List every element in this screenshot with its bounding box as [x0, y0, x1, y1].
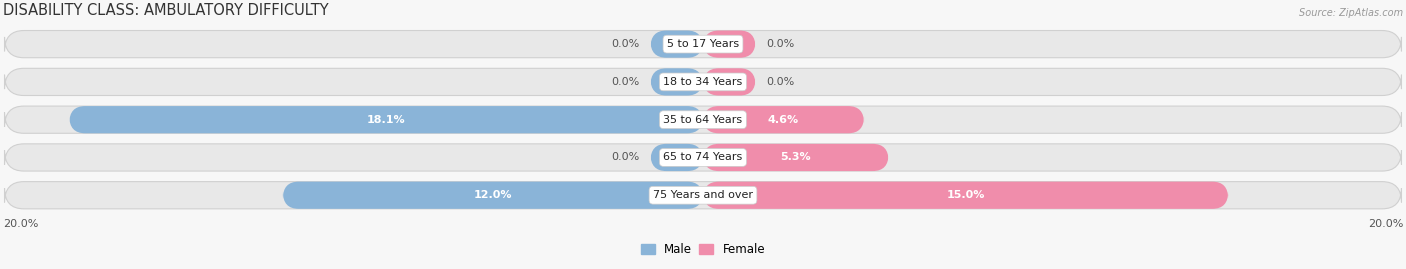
Text: Source: ZipAtlas.com: Source: ZipAtlas.com — [1299, 8, 1403, 19]
Text: 35 to 64 Years: 35 to 64 Years — [664, 115, 742, 125]
Legend: Male, Female: Male, Female — [636, 239, 770, 261]
FancyBboxPatch shape — [651, 68, 703, 95]
FancyBboxPatch shape — [651, 144, 703, 171]
Text: 75 Years and over: 75 Years and over — [652, 190, 754, 200]
FancyBboxPatch shape — [69, 106, 703, 133]
FancyBboxPatch shape — [4, 68, 1402, 95]
Text: 5.3%: 5.3% — [780, 153, 811, 162]
FancyBboxPatch shape — [703, 144, 889, 171]
Text: 0.0%: 0.0% — [612, 153, 640, 162]
Text: 0.0%: 0.0% — [612, 39, 640, 49]
FancyBboxPatch shape — [4, 106, 1402, 133]
FancyBboxPatch shape — [283, 182, 703, 209]
FancyBboxPatch shape — [703, 30, 755, 58]
FancyBboxPatch shape — [4, 182, 1402, 209]
FancyBboxPatch shape — [703, 68, 755, 95]
FancyBboxPatch shape — [651, 30, 703, 58]
Text: 0.0%: 0.0% — [766, 39, 794, 49]
Text: 0.0%: 0.0% — [612, 77, 640, 87]
Text: 12.0%: 12.0% — [474, 190, 512, 200]
Text: DISABILITY CLASS: AMBULATORY DIFFICULTY: DISABILITY CLASS: AMBULATORY DIFFICULTY — [3, 3, 329, 19]
Text: 20.0%: 20.0% — [3, 219, 38, 229]
Text: 0.0%: 0.0% — [766, 77, 794, 87]
Text: 4.6%: 4.6% — [768, 115, 799, 125]
Text: 15.0%: 15.0% — [946, 190, 984, 200]
Text: 5 to 17 Years: 5 to 17 Years — [666, 39, 740, 49]
Text: 18 to 34 Years: 18 to 34 Years — [664, 77, 742, 87]
Text: 65 to 74 Years: 65 to 74 Years — [664, 153, 742, 162]
Text: 20.0%: 20.0% — [1368, 219, 1403, 229]
FancyBboxPatch shape — [703, 106, 865, 133]
FancyBboxPatch shape — [703, 182, 1229, 209]
FancyBboxPatch shape — [4, 30, 1402, 58]
FancyBboxPatch shape — [4, 144, 1402, 171]
Text: 18.1%: 18.1% — [367, 115, 405, 125]
